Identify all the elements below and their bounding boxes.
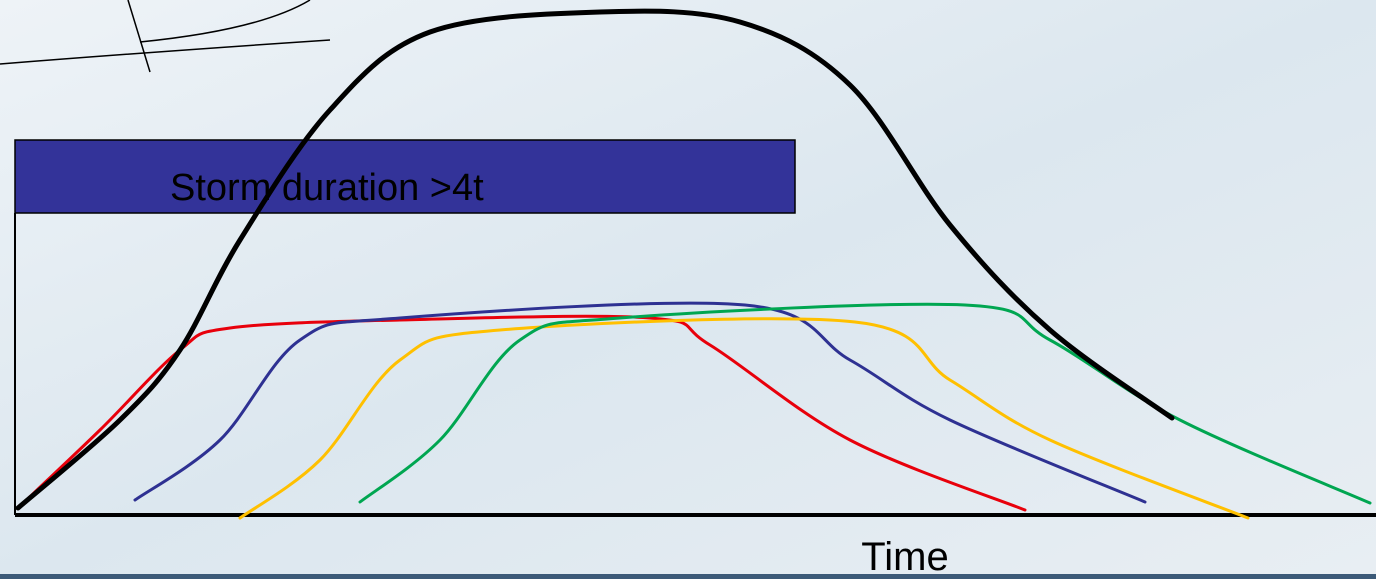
background	[0, 0, 1376, 579]
box-label: Storm duration >4t	[170, 167, 484, 209]
x-axis-label: Time	[861, 535, 948, 579]
diagram: Storm duration >4t Time	[0, 0, 1376, 579]
page: Storm duration >4t Time (() => { const d…	[0, 0, 1376, 579]
bottom-strip	[0, 574, 1376, 579]
